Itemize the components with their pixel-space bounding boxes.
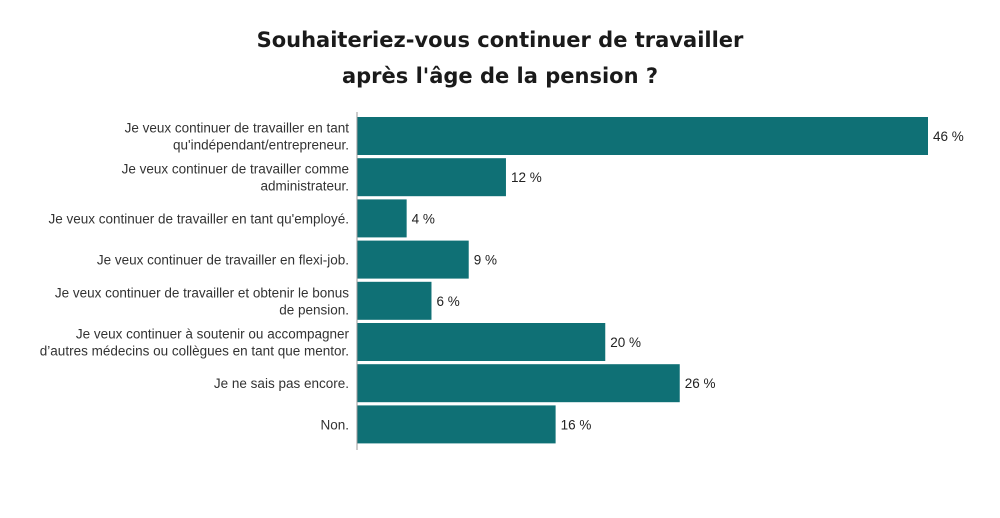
bar-6 [357, 323, 606, 361]
bar-2 [357, 158, 506, 197]
value-label-4: 9 % [474, 253, 497, 268]
value-label-2: 12 % [511, 170, 542, 185]
category-label-3: Je veux continuer de travailler en tant … [48, 211, 349, 226]
chart-title-line-2: après l'âge de la pension ? [341, 64, 659, 88]
value-label-6: 20 % [610, 335, 641, 350]
category-label-6-line-2: d’autres médecins ou collègues en tant q… [40, 344, 349, 359]
category-label-2-line-1: Je veux continuer de travailler comme [122, 162, 349, 177]
bar-5 [357, 281, 432, 320]
category-label-6-line-1: Je veux continuer à soutenir ou accompag… [76, 327, 350, 342]
chart-title-line-1: Souhaiteriez-vous continuer de travaille… [256, 28, 744, 52]
value-label-3: 4 % [412, 211, 435, 226]
category-label-2-line-2: administrateur. [260, 179, 349, 194]
chart-title: Souhaiteriez-vous continuer de travaille… [0, 22, 1000, 94]
category-label-1-line-2: qu'indépendant/entrepreneur. [173, 138, 349, 153]
value-label-8: 16 % [561, 417, 592, 432]
bar-1 [357, 117, 928, 155]
bar-8 [357, 405, 556, 444]
category-label-5-line-1: Je veux continuer de travailler et obten… [55, 285, 349, 300]
value-label-5: 6 % [436, 294, 459, 309]
value-label-7: 26 % [685, 376, 716, 391]
value-label-1: 46 % [933, 129, 964, 144]
category-label-1-line-1: Je veux continuer de travailler en tant [125, 121, 350, 136]
bar-7 [357, 364, 680, 403]
category-label-4: Je veux continuer de travailler en flexi… [97, 253, 349, 268]
bar-3 [357, 199, 407, 238]
bar-4 [357, 240, 469, 279]
category-label-7: Je ne sais pas encore. [214, 376, 349, 391]
category-label-8: Non. [320, 417, 349, 432]
category-label-5-line-2: de pension. [279, 302, 349, 317]
